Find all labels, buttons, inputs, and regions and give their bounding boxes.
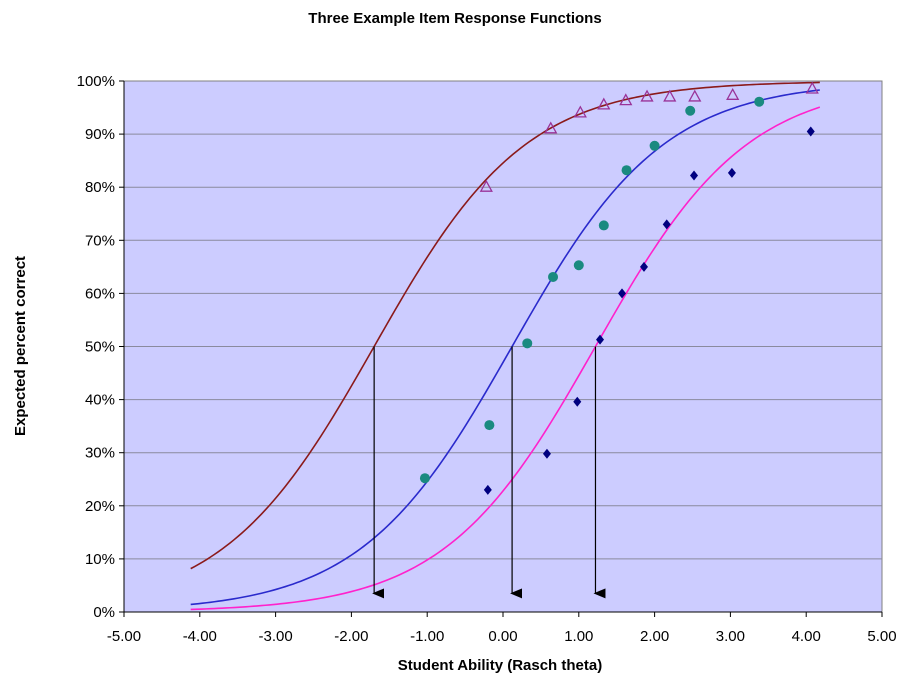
data-point-triangle xyxy=(573,105,587,118)
data-point-diamond xyxy=(727,167,736,178)
irf-curve-1 xyxy=(190,81,820,570)
data-point-triangle xyxy=(479,179,493,192)
x-tick-label: -4.00 xyxy=(183,628,217,645)
y-tick-label: 40% xyxy=(85,392,115,409)
data-point-diamond xyxy=(806,126,815,137)
irf-curve-3 xyxy=(190,106,821,611)
y-tick-label: 80% xyxy=(85,179,115,196)
data-point-circle xyxy=(573,260,584,271)
data-point-diamond xyxy=(639,261,648,272)
data-point-triangle xyxy=(544,121,558,134)
y-tick-label: 90% xyxy=(85,126,115,143)
x-tick-label: -2.00 xyxy=(334,628,368,645)
x-tick-label: -5.00 xyxy=(107,628,141,645)
chart-title: Three Example Item Response Functions xyxy=(308,10,601,27)
x-tick-label: 0.00 xyxy=(488,628,517,645)
data-point-circle xyxy=(685,105,696,116)
data-point-diamond xyxy=(596,334,605,345)
data-point-triangle xyxy=(805,81,819,94)
data-point-circle xyxy=(754,96,765,107)
x-tick-label: 2.00 xyxy=(640,628,669,645)
data-point-circle xyxy=(522,338,533,349)
y-tick-label: 100% xyxy=(77,73,115,90)
x-tick-label: 5.00 xyxy=(867,628,896,645)
x-tick-label: 3.00 xyxy=(716,628,745,645)
data-point-circle xyxy=(419,473,430,484)
y-tick-label: 60% xyxy=(85,285,115,302)
x-tick-label: -3.00 xyxy=(258,628,292,645)
y-tick-label: 70% xyxy=(85,232,115,249)
data-point-triangle xyxy=(726,87,740,100)
y-tick-label: 30% xyxy=(85,445,115,462)
data-point-circle xyxy=(598,220,609,231)
data-point-triangle xyxy=(688,89,702,102)
y-tick-label: 0% xyxy=(93,604,115,621)
y-axis-title: Expected percent correct xyxy=(12,256,29,436)
data-point-circle xyxy=(621,165,632,176)
data-point-triangle xyxy=(619,93,633,106)
x-tick-label: 4.00 xyxy=(792,628,821,645)
data-point-diamond xyxy=(573,396,582,407)
irf-curve-2 xyxy=(190,89,820,606)
data-point-diamond xyxy=(618,288,627,299)
data-point-diamond xyxy=(542,448,551,459)
data-point-diamond xyxy=(662,219,671,230)
x-axis-title: Student Ability (Rasch theta) xyxy=(398,657,602,674)
data-point-diamond xyxy=(483,484,492,495)
y-tick-label: 20% xyxy=(85,498,115,515)
data-point-circle xyxy=(484,420,495,431)
data-point-circle xyxy=(649,140,660,151)
data-point-triangle xyxy=(663,89,677,102)
data-point-triangle xyxy=(597,97,611,110)
y-tick-label: 50% xyxy=(85,339,115,356)
x-tick-label: -1.00 xyxy=(410,628,444,645)
data-point-diamond xyxy=(690,170,699,181)
plot-area: 0% 10% 20% 30% 40% 50% 60% 70% 80% 90% 100% -5.00 -4… xyxy=(77,73,897,645)
y-tick-label: 10% xyxy=(85,551,115,568)
x-tick-label: 1.00 xyxy=(564,628,593,645)
data-point-triangle xyxy=(640,89,654,102)
data-point-circle xyxy=(548,271,559,282)
